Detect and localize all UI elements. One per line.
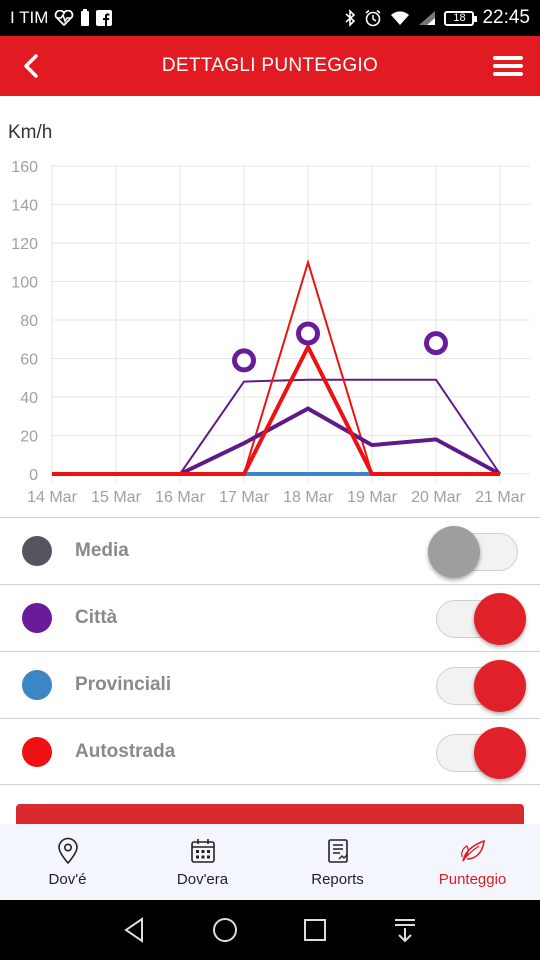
bottom-nav: Dov'é Dov'era Reports Punteggio bbox=[0, 824, 540, 900]
series-line-average bbox=[52, 342, 500, 476]
y-tick-label: 60 bbox=[20, 352, 38, 369]
limit-marker bbox=[424, 331, 448, 356]
app-bar: DETTAGLI PUNTEGGIO bbox=[0, 36, 540, 96]
nav-label-punteggio: Punteggio bbox=[438, 870, 507, 888]
chart-y-axis-label: Km/h bbox=[8, 122, 53, 143]
x-tick-label: 20 Mar bbox=[411, 489, 461, 506]
series-line-average bbox=[52, 406, 501, 476]
x-tick-label: 21 Mar bbox=[475, 489, 525, 506]
chevron-left-icon bbox=[24, 54, 38, 78]
toggle-provinciali[interactable] bbox=[436, 660, 526, 712]
legend-label-provinciali: Provinciali bbox=[75, 674, 172, 695]
page-title: DETTAGLI PUNTEGGIO bbox=[161, 55, 379, 76]
wifi-icon bbox=[390, 10, 410, 26]
y-tick-label: 0 bbox=[29, 467, 38, 484]
y-tick-label: 140 bbox=[11, 198, 38, 215]
status-bar: I TIM 18 22:45 bbox=[0, 0, 540, 36]
heart-monitor-icon bbox=[54, 10, 74, 26]
toggle-knob bbox=[428, 526, 480, 578]
notification-pull-icon[interactable] bbox=[390, 915, 420, 945]
y-tick-label: 120 bbox=[11, 236, 38, 253]
battery-saver-icon bbox=[80, 9, 90, 27]
nav-label-dove: Dov'é bbox=[48, 870, 87, 888]
bluetooth-icon bbox=[344, 9, 356, 27]
battery-icon: 18 bbox=[444, 10, 478, 26]
x-tick-label: 16 Mar bbox=[155, 489, 205, 506]
menu-button[interactable] bbox=[492, 50, 524, 82]
nav-item-punteggio[interactable]: Punteggio bbox=[405, 824, 540, 900]
toggle-autostrada[interactable] bbox=[436, 727, 526, 779]
legend-row-provinciali: Provinciali bbox=[0, 651, 540, 718]
back-triangle-icon[interactable] bbox=[120, 915, 150, 945]
legend-row-autostrada: Autostrada bbox=[0, 718, 540, 785]
legend-row-media: Media bbox=[0, 517, 540, 584]
limit-marker bbox=[296, 321, 320, 346]
y-tick-label: 160 bbox=[11, 159, 38, 176]
x-tick-label: 17 Mar bbox=[219, 489, 269, 506]
legend-label-media: Media bbox=[75, 540, 129, 561]
series-legend: Media Città Provinciali Autostrada bbox=[0, 517, 540, 785]
nav-item-dove[interactable]: Dov'é bbox=[0, 824, 135, 900]
line-chart: 0 20 40 60 80 100 120 140 160 14 Mar 15 Mar 16 Mar 1… bbox=[11, 159, 530, 506]
legend-row-citta: Città bbox=[0, 584, 540, 651]
x-tick-label: 18 Mar bbox=[283, 489, 333, 506]
y-tick-label: 100 bbox=[11, 275, 38, 292]
x-tick-label: 19 Mar bbox=[347, 489, 397, 506]
back-button[interactable] bbox=[16, 50, 48, 82]
signal-icon bbox=[418, 10, 436, 26]
location-pin-icon bbox=[57, 837, 78, 864]
legend-label-autostrada: Autostrada bbox=[75, 740, 176, 762]
legend-dot-citta bbox=[22, 603, 52, 633]
calendar-icon bbox=[190, 838, 215, 863]
recents-square-icon[interactable] bbox=[300, 915, 330, 945]
legend-label-citta: Città bbox=[75, 607, 118, 628]
system-nav-bar bbox=[0, 900, 540, 960]
toggle-knob bbox=[474, 660, 526, 712]
clock: 22:45 bbox=[482, 7, 530, 28]
x-tick-label: 14 Mar bbox=[27, 489, 77, 506]
alarm-icon bbox=[364, 9, 382, 27]
hamburger-menu-icon bbox=[493, 56, 523, 76]
legend-dot-autostrada bbox=[22, 736, 52, 767]
nav-item-dovera[interactable]: Dov'era bbox=[135, 824, 270, 900]
nav-label-reports: Reports bbox=[311, 870, 364, 888]
nav-item-reports[interactable]: Reports bbox=[270, 824, 405, 900]
series-line-max bbox=[52, 258, 500, 475]
carrier-label: I TIM bbox=[10, 8, 49, 27]
toggle-knob bbox=[474, 593, 526, 645]
legend-dot-provinciali bbox=[22, 670, 52, 700]
battery-level: 18 bbox=[453, 12, 466, 24]
legend-dot-media bbox=[22, 536, 52, 566]
nav-label-dovera: Dov'era bbox=[176, 870, 229, 888]
facebook-icon bbox=[96, 10, 113, 26]
limit-marker bbox=[232, 348, 256, 373]
y-tick-label: 80 bbox=[20, 313, 38, 330]
y-tick-label: 40 bbox=[20, 390, 38, 407]
toggle-media[interactable] bbox=[428, 526, 518, 578]
leaves-icon bbox=[460, 839, 485, 861]
y-tick-label: 20 bbox=[20, 429, 38, 446]
toggle-citta[interactable] bbox=[436, 593, 526, 645]
x-tick-label: 15 Mar bbox=[91, 489, 141, 506]
speed-chart: Km/h 0 20 40 60 80 100 120 140 160 14 Mar 15 Mar 16… bbox=[0, 96, 540, 516]
toggle-knob bbox=[474, 727, 526, 779]
report-document-icon bbox=[327, 838, 348, 863]
home-circle-icon[interactable] bbox=[210, 915, 240, 945]
